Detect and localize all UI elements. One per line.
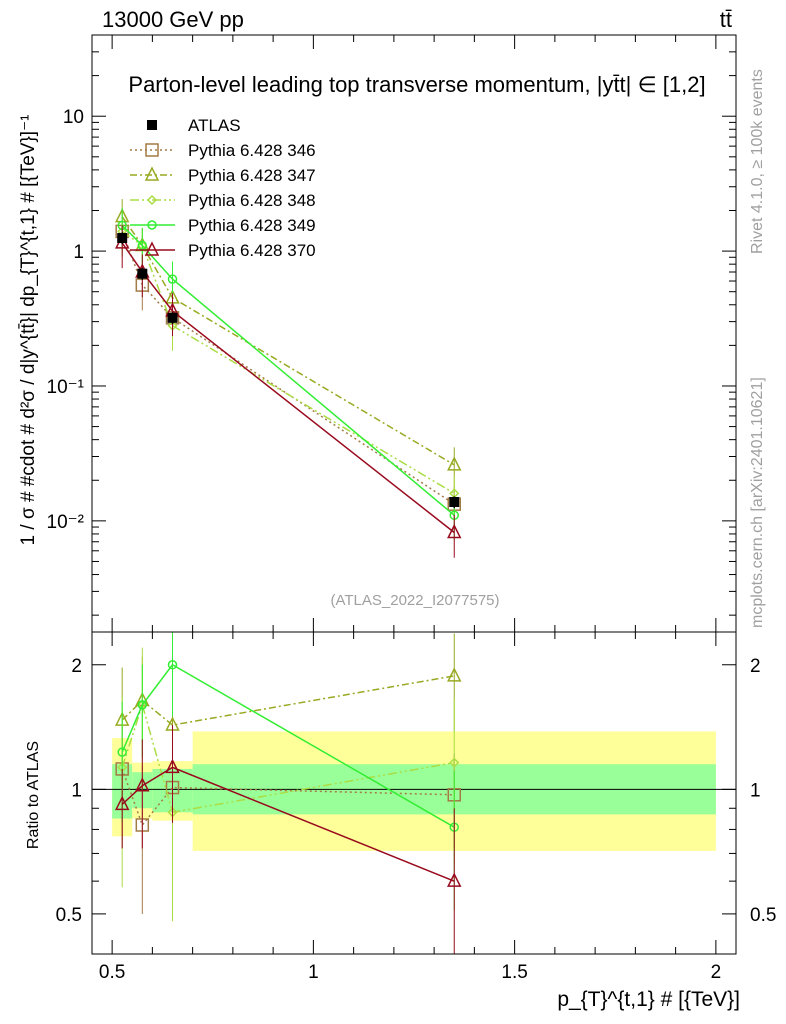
ratio-marker [167, 660, 178, 670]
ratio-line [121, 675, 455, 726]
legend-label: Pythia 6.428 348 [188, 191, 316, 210]
data-marker [167, 312, 178, 323]
process-label: tt̄ [720, 7, 732, 32]
ratio-line [121, 766, 455, 882]
series-marker [167, 274, 178, 284]
y-tick-label-ratio: 0.5 [56, 905, 82, 926]
legend-label: Pythia 6.428 347 [188, 166, 316, 185]
series-marker [447, 523, 462, 539]
y-tick-label-ratio: 1 [71, 780, 82, 801]
y-tick-label-main: 10 [63, 107, 84, 128]
legend-marker [146, 194, 158, 206]
ratio-bands [92, 731, 736, 851]
ratio-marker [137, 700, 148, 710]
energy-label: 13000 GeV pp [102, 7, 244, 32]
ratio-curves [114, 632, 462, 954]
ratio-panel: 0.5 1 1.5 2 0.5 0.5 1 1 2 2 Ratio to ATLAS p_{T}^… [25, 631, 776, 1011]
ratio-marker [135, 777, 150, 792]
y-tick-label-ratio-right: 1 [750, 780, 761, 801]
ratio-line [121, 702, 455, 814]
ratio-marker [447, 872, 462, 887]
x-tick-label: 2 [711, 962, 722, 983]
rivet-version-label: Rivet 4.1.0, ≥ 100k events [749, 69, 766, 254]
x-tick-label: 1.5 [501, 962, 527, 983]
ratio-axes: 0.5 1 1.5 2 0.5 0.5 1 1 2 2 [56, 632, 776, 983]
y-axis-label-ratio: Ratio to ATLAS [25, 741, 42, 849]
y-tick-label-main: 10⁻² [47, 512, 85, 533]
data-marker [137, 268, 148, 279]
y-tick-label-ratio-right: 0.5 [750, 905, 776, 926]
ratio-frame [91, 631, 737, 955]
data-marker [449, 496, 460, 507]
legend-marker [144, 241, 160, 256]
series-marker [447, 456, 462, 471]
legend-marker [147, 220, 157, 230]
series-line [121, 242, 455, 534]
x-tick-label: 0.5 [99, 962, 125, 983]
series-line [121, 216, 455, 466]
source-label: mcplots.cern.ch [arXiv:2401.10621] [749, 377, 766, 628]
ratio-marker [117, 747, 127, 757]
legend-label: Pythia 6.428 349 [188, 216, 316, 235]
series-line [121, 224, 455, 516]
y-tick-label-main: 1 [73, 242, 84, 263]
y-tick-label-ratio: 2 [71, 656, 82, 677]
y-axis-label-main: 1 / σ # #cdot # d²σ / d|y^{tt̄}| dp_{T}^… [18, 115, 39, 546]
x-axis-label: p_{T}^{t,1} # [{TeV}] [557, 988, 740, 1011]
y-tick-label-main: 10⁻¹ [47, 377, 85, 398]
ratio-marker [165, 758, 180, 774]
series-line [121, 230, 455, 494]
legend-marker [147, 120, 157, 130]
analysis-watermark: (ATLAS_2022_I2077575) [330, 592, 499, 609]
chart-title: Parton-level leading top transverse mome… [128, 72, 705, 97]
series-line [121, 231, 455, 505]
legend: ATLAS Pythia 6.428 346 Pythia 6.428 347 Pyt… [130, 116, 316, 260]
legend-label: ATLAS [188, 116, 241, 135]
legend-marker [145, 143, 159, 157]
ratio-marker [114, 795, 130, 811]
data-marker [117, 233, 128, 244]
main-panel: 10⁻² 10⁻¹ 1 10 Parton-level leading top tra… [18, 34, 737, 633]
ratio-line [121, 663, 455, 828]
legend-label: Pythia 6.428 370 [188, 241, 316, 260]
y-tick-label-ratio-right: 2 [750, 656, 761, 677]
legend-label: Pythia 6.428 346 [188, 141, 316, 160]
main-axes: 10⁻² 10⁻¹ 1 10 [47, 34, 736, 632]
x-tick-label: 1 [308, 962, 319, 983]
ratio-marker [447, 667, 462, 682]
ratio-marker [449, 757, 460, 768]
legend-marker [144, 166, 160, 181]
